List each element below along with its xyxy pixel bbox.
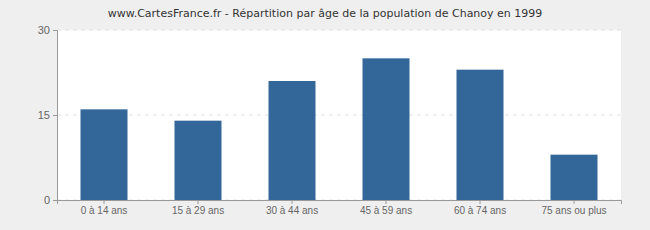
x-axis: 0 à 14 ans 15 à 29 ans 30 à 44 ans 45 à 59 … — [58, 200, 622, 216]
x-tick-label: 15 à 29 ans — [172, 205, 224, 216]
bar — [81, 109, 128, 200]
x-tick: 75 ans ou plus — [541, 200, 606, 216]
y-tick: 0 — [44, 194, 57, 206]
grid-line — [57, 115, 621, 116]
y-tick: 30 — [38, 24, 57, 36]
title: www.CartesFrance.fr - Répartition par âg… — [108, 7, 543, 20]
x-tick: 15 à 29 ans — [172, 200, 224, 216]
x-tick-label: 45 à 59 ans — [360, 205, 412, 216]
bar — [457, 70, 504, 200]
bar — [551, 155, 598, 200]
x-tick-mark — [574, 200, 575, 204]
y-tick-label: 15 — [38, 109, 50, 121]
plot-area — [57, 30, 621, 200]
x-tick: 60 à 74 ans — [454, 200, 506, 216]
y-tick-mark — [53, 200, 57, 201]
y-tick-mark — [53, 30, 57, 31]
x-tick-mark — [104, 200, 105, 204]
x-tick: 45 à 59 ans — [360, 200, 412, 216]
background — [0, 0, 650, 230]
y-axis-line — [53, 31, 58, 201]
x-tick-label: 30 à 44 ans — [266, 205, 318, 216]
x-tick-label: 0 à 14 ans — [81, 205, 128, 216]
bar — [269, 81, 316, 200]
bar — [363, 58, 410, 200]
x-tick-label: 75 ans ou plus — [541, 205, 606, 216]
y-tick-label: 0 — [44, 194, 50, 206]
x-tick-mark — [198, 200, 199, 204]
grid — [57, 30, 621, 200]
x-tick-mark — [292, 200, 293, 204]
y-tick-mark — [53, 115, 57, 116]
x-tick: 0 à 14 ans — [81, 200, 128, 216]
bar — [175, 121, 222, 200]
chart: 0 15 30 0 à 14 ans 15 à 29 ans 30 à 44 ans 45 … — [0, 0, 650, 230]
x-tick-mark — [480, 200, 481, 204]
grid-line — [57, 30, 621, 31]
y-tick: 15 — [38, 109, 57, 121]
y-axis: 0 15 30 — [38, 24, 58, 206]
y-tick-label: 30 — [38, 24, 50, 36]
x-tick-mark — [386, 200, 387, 204]
bars — [81, 58, 598, 200]
plot: 0 15 30 0 à 14 ans 15 à 29 ans 30 à 44 ans 45 … — [38, 24, 622, 216]
x-tick-label: 60 à 74 ans — [454, 205, 506, 216]
x-tick: 30 à 44 ans — [266, 200, 318, 216]
x-axis-line — [58, 201, 622, 205]
